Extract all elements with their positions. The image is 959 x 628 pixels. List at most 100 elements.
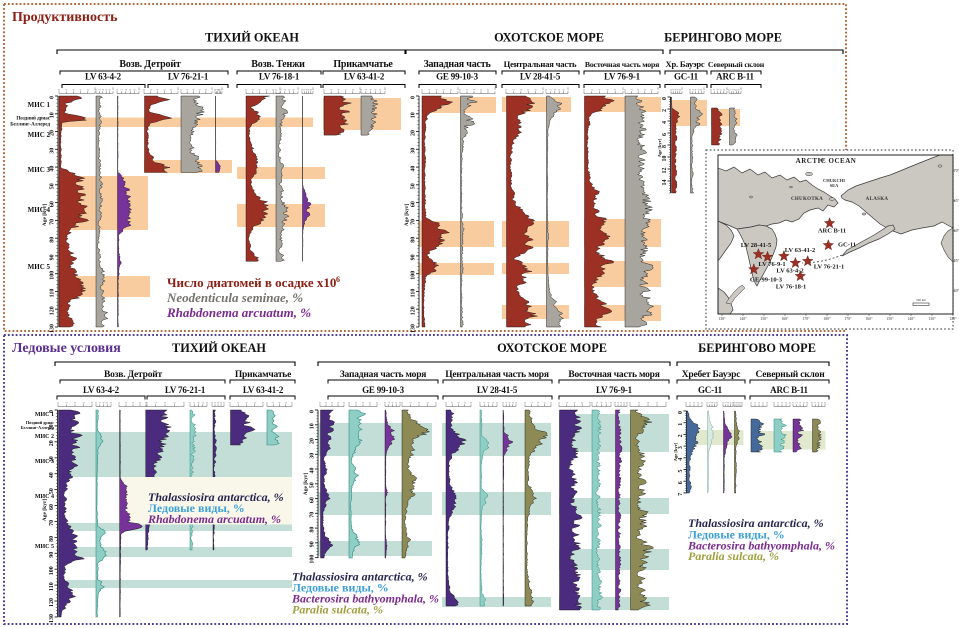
svg-text:Центральная часть: Центральная часть [504,59,577,69]
svg-text:8: 8 [609,402,613,404]
svg-text:4: 4 [536,402,540,404]
svg-text:130°: 130° [718,317,726,321]
svg-text:4: 4 [678,458,684,461]
svg-text:4: 4 [573,402,577,404]
svg-text:0: 0 [94,402,98,404]
svg-text:70: 70 [49,520,55,526]
svg-text:2: 2 [98,402,102,404]
svg-text:6: 6 [738,402,742,404]
svg-text:4: 4 [124,89,128,91]
svg-text:0: 0 [613,402,617,404]
svg-text:8: 8 [182,402,186,404]
svg-text:8: 8 [715,402,719,404]
svg-text:40: 40 [50,166,56,172]
svg-text:120°: 120° [949,317,957,321]
svg-text:Ледовые условия: Ледовые условия [12,341,121,356]
svg-text:2: 2 [724,402,728,404]
svg-text:6: 6 [820,402,824,404]
svg-text:0: 0 [705,402,709,404]
svg-text:GC-11: GC-11 [674,72,699,82]
svg-text:Беллинг-Аллеред: Беллинг-Аллеред [21,425,55,430]
svg-text:2: 2 [192,402,196,404]
svg-text:2: 2 [387,402,391,404]
svg-text:8: 8 [562,89,566,91]
svg-text:110: 110 [50,289,56,298]
svg-text:Neodenticula seminae, %: Neodenticula seminae, % [166,290,303,305]
svg-text:2: 2 [124,402,128,404]
svg-text:6: 6 [643,89,647,91]
svg-text:10: 10 [311,87,315,91]
svg-text:Северный склон: Северный склон [755,369,825,380]
svg-text:4: 4 [71,89,75,91]
svg-text:2: 2 [213,402,217,404]
svg-text:LV 63-4-2: LV 63-4-2 [83,385,120,395]
svg-text:8: 8 [351,89,355,91]
svg-text:2: 2 [671,89,675,91]
svg-text:4: 4 [197,402,201,404]
svg-text:2: 2 [450,402,454,404]
svg-text:3: 3 [678,446,684,449]
svg-text:БЕРИНГОВО МОРЕ: БЕРИНГОВО МОРЕ [664,31,782,45]
svg-text:LV 76-9-1: LV 76-9-1 [604,72,641,82]
svg-text:2: 2 [185,89,189,91]
svg-text:4: 4 [216,402,220,404]
svg-text:2: 2 [688,402,692,404]
svg-text:4: 4 [662,121,668,124]
svg-text:6: 6 [734,89,738,91]
svg-text:2: 2 [65,402,69,404]
svg-text:6: 6 [82,402,86,404]
svg-text:0: 0 [557,402,561,404]
svg-text:2: 2 [530,402,534,404]
svg-text:2: 2 [595,402,599,404]
svg-text:2: 2 [482,402,486,404]
svg-text:LV 76-9-1: LV 76-9-1 [758,261,785,268]
svg-text:МИС 4: МИС 4 [28,206,51,214]
svg-text:Хр. Бауэрс: Хр. Бауэрс [666,59,705,69]
svg-text:2: 2 [729,89,733,91]
svg-text:6: 6 [344,89,348,91]
svg-text:70: 70 [50,219,56,225]
svg-text:0: 0 [188,402,192,404]
svg-text:6: 6 [729,402,733,404]
svg-text:8: 8 [375,402,379,404]
svg-text:160°: 160° [865,317,873,321]
svg-text:7: 7 [678,493,684,496]
svg-text:130: 130 [50,324,56,333]
svg-text:LV 63-4-2: LV 63-4-2 [85,72,122,82]
svg-text:10: 10 [210,87,214,91]
svg-text:2: 2 [409,402,413,404]
svg-text:10: 10 [662,156,668,162]
svg-text:0: 0 [244,89,248,91]
svg-text:6: 6 [336,275,340,284]
svg-text:6: 6 [104,89,108,91]
svg-text:8: 8 [205,402,209,404]
svg-text:6: 6 [336,402,340,404]
svg-text:0: 0 [347,402,351,404]
svg-text:Западная часть моря: Западная часть моря [340,370,427,380]
svg-text:4: 4 [101,89,105,91]
svg-text:МИС 1: МИС 1 [35,412,54,418]
svg-text:GE 99-10-3: GE 99-10-3 [436,72,478,82]
svg-text:6: 6 [394,402,398,404]
svg-text:2: 2 [712,89,716,91]
svg-text:ОХОТСКОЕ МОРЕ: ОХОТСКОЕ МОРЕ [494,31,604,45]
svg-text:2: 2 [329,89,333,91]
svg-text:0: 0 [228,402,232,404]
svg-text:2: 2 [214,89,218,91]
svg-text:6: 6 [138,402,142,404]
svg-text:8: 8 [449,89,453,91]
svg-text:6: 6 [543,402,547,404]
svg-text:2: 2 [565,402,569,404]
svg-text:4: 4 [715,89,719,91]
svg-text:8: 8 [625,402,629,404]
svg-text:40: 40 [411,166,417,172]
svg-text:0: 0 [721,402,725,404]
svg-text:0: 0 [501,402,505,404]
svg-text:170°: 170° [844,317,852,321]
svg-text:8: 8 [613,89,617,91]
svg-text:0: 0 [582,89,586,91]
svg-text:6: 6 [784,402,788,404]
svg-text:6: 6 [287,89,291,91]
svg-text:Rhabdonema arcuatum, %: Rhabdonema arcuatum, % [166,305,311,320]
svg-text:8: 8 [434,402,438,404]
